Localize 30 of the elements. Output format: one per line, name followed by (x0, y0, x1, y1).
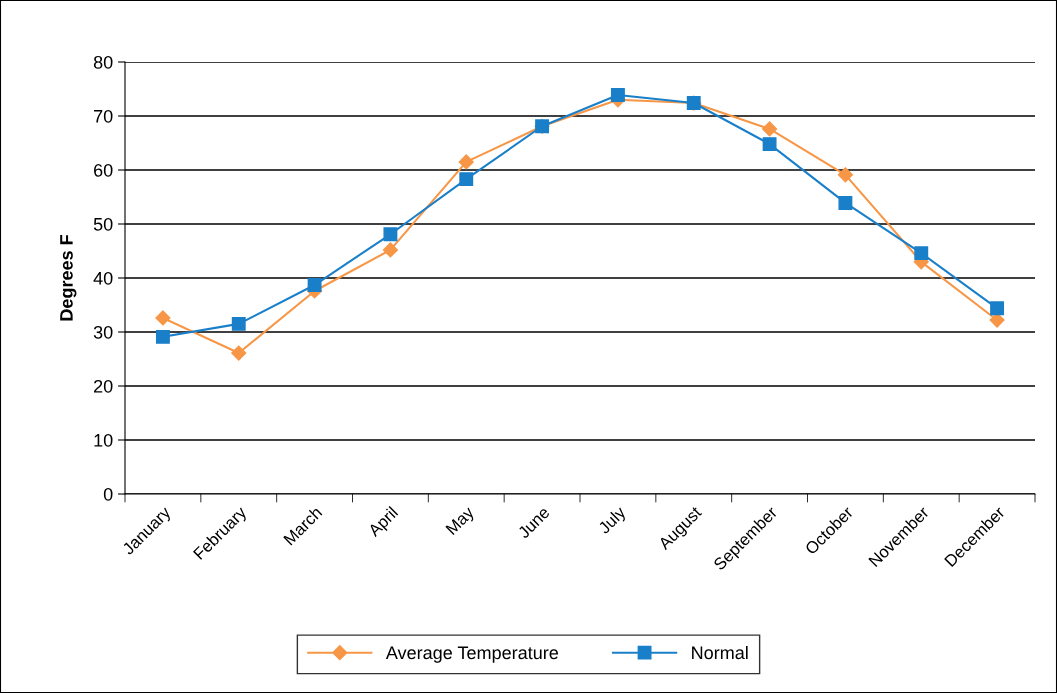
point (458, 154, 474, 170)
y-tick-label: 30 (93, 325, 113, 339)
point (383, 227, 398, 242)
y-axis-title: Degrees F (60, 235, 77, 321)
point (837, 167, 853, 183)
y-tick-label: 10 (94, 433, 113, 447)
point (155, 310, 171, 326)
point (762, 137, 777, 152)
y-tick-label: 40 (93, 271, 113, 285)
y-tick-label: 20 (94, 379, 113, 393)
x-tick-label: July (597, 505, 629, 537)
y-tick-label: 50 (93, 217, 113, 231)
x-tick-label: May (445, 505, 478, 538)
y-tick-label: 70 (94, 109, 113, 123)
point (914, 246, 929, 261)
point (459, 172, 474, 187)
point (990, 301, 1005, 316)
y-tick-label: 60 (94, 163, 113, 177)
legend-label: Normal (692, 645, 748, 660)
point (762, 121, 778, 137)
point (155, 329, 170, 344)
y-tick-label: 0 (103, 487, 113, 501)
point (382, 242, 398, 258)
point (838, 195, 853, 210)
point (610, 87, 625, 102)
legend-label: Average Temperature (385, 646, 559, 663)
point (307, 278, 322, 292)
y-tick-label: 80 (93, 55, 113, 69)
point (231, 316, 246, 331)
point (231, 345, 247, 361)
